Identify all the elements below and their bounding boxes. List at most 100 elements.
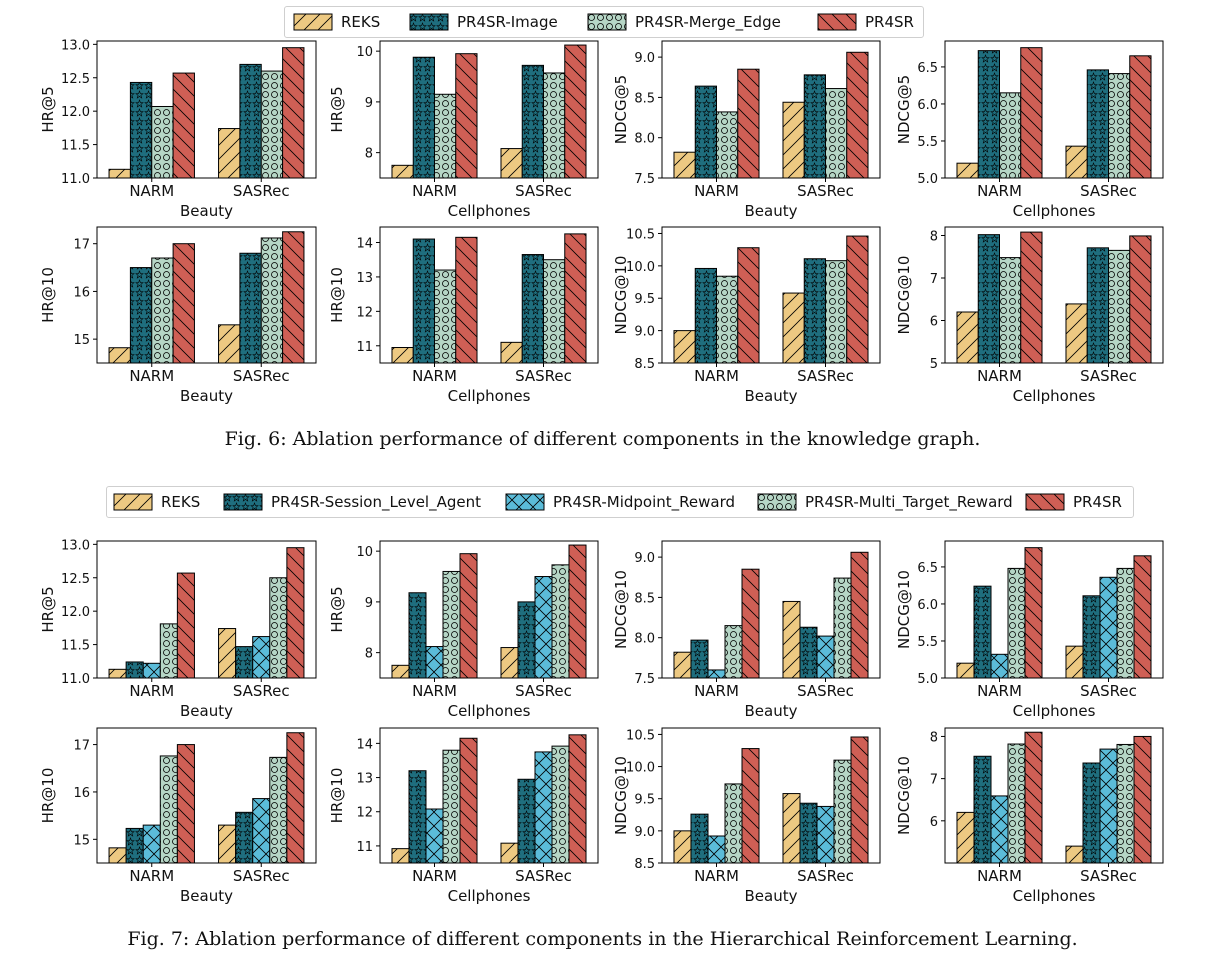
bar-pattern — [1133, 735, 1152, 864]
bar-pattern — [151, 105, 174, 179]
legend-label: REKS — [341, 13, 381, 31]
bar-pattern — [673, 830, 692, 864]
y-tick-label: 5 — [930, 357, 938, 372]
y-tick-label: 6.0 — [917, 98, 938, 113]
legend-label: PR4SR-Midpoint_Reward — [553, 493, 736, 511]
axes-frame — [379, 226, 599, 364]
chart-panel: NARM SASRec 7.5 8.0 8.5 9.0 Beauty NDCG@5 — [612, 40, 881, 220]
legend-item-reks: REKS — [293, 13, 380, 31]
bar-pattern — [391, 164, 414, 179]
chart-panel: NARM SASRec 5.0 5.5 6.0 6.5 Cellphones NDCG@10 — [895, 540, 1164, 720]
bar-pattern — [412, 238, 435, 364]
bar-pattern — [1099, 576, 1118, 679]
bar-pattern — [235, 646, 254, 679]
y-tick-label: 11.5 — [61, 639, 90, 654]
bar-pattern — [1020, 47, 1043, 179]
bar-pattern — [459, 553, 478, 679]
bar-pattern — [673, 651, 692, 679]
bar-pattern — [543, 72, 566, 179]
bar-pattern — [803, 74, 826, 179]
y-tick-label: 11.0 — [61, 672, 90, 687]
x-tick-label: SASRec — [797, 682, 854, 700]
chart-panel: NARM SASRec 8 9 10 Cellphones HR@5 — [328, 540, 599, 720]
y-tick-label: 5.5 — [917, 635, 938, 650]
legend-swatch-pattern — [293, 13, 333, 31]
y-tick-label: 12.0 — [61, 105, 90, 120]
bar-pattern — [737, 68, 760, 179]
legend-item-pr4sr: PR4SR — [1025, 493, 1122, 511]
x-axis-label: Beauty — [745, 887, 798, 905]
x-tick-label: NARM — [129, 367, 174, 385]
chart-panel: NARM SASRec 11.0 11.5 12.0 12.5 13.0 Beauty HR@5 — [39, 538, 317, 720]
legend-swatch-pr4sr — [817, 13, 857, 31]
bar-pattern — [408, 770, 427, 864]
x-tick-label: SASRec — [233, 367, 290, 385]
bar-pattern — [799, 626, 818, 679]
bar-pattern — [286, 732, 305, 864]
y-tick-label: 11 — [356, 840, 373, 855]
bar-pattern — [269, 756, 288, 864]
axes-frame — [944, 226, 1164, 364]
bar-pattern — [408, 592, 427, 679]
y-axis-label: HR@10 — [39, 267, 57, 323]
bar-pattern — [1024, 547, 1043, 679]
bar-pattern — [1108, 249, 1131, 364]
legend-swatch-pattern — [1025, 493, 1065, 511]
axes-frame — [661, 226, 881, 364]
y-tick-label: 11 — [356, 340, 373, 355]
y-tick-label: 12 — [356, 305, 373, 320]
legend-item-session-level-agent: PR4SR-Session_Level_Agent — [223, 493, 481, 511]
y-tick-label: 7 — [930, 773, 938, 788]
x-tick-label: NARM — [412, 682, 457, 700]
y-tick-label: 8 — [365, 647, 373, 662]
bar-pattern — [239, 252, 262, 364]
bar-pattern — [543, 259, 566, 364]
y-tick-label: 8 — [930, 230, 938, 245]
y-axis-label: NDCG@10 — [612, 756, 630, 835]
bar-pattern — [999, 257, 1022, 364]
bar-pattern — [425, 808, 444, 864]
legend-item-pr4sr-merge-edge: PR4SR-Merge_Edge — [587, 13, 781, 31]
x-axis-label: Cellphones — [448, 887, 531, 905]
bar-pattern — [455, 236, 478, 364]
y-axis-label: NDCG@10 — [895, 570, 913, 649]
legend-swatch-pattern — [409, 13, 449, 31]
legend-swatch-pattern — [757, 493, 797, 511]
bar-pattern — [956, 162, 979, 179]
y-tick-label: 10.0 — [626, 761, 655, 776]
legend-label: PR4SR — [865, 13, 914, 31]
legend-item-midpoint-reward: PR4SR-Midpoint_Reward — [505, 493, 735, 511]
bar-pattern — [129, 81, 153, 179]
y-axis-label: NDCG@10 — [612, 570, 630, 649]
bar-pattern — [218, 628, 237, 679]
y-axis-label: NDCG@10 — [895, 256, 913, 335]
bar-pattern — [500, 341, 523, 364]
x-axis-label: Beauty — [745, 202, 798, 220]
bar-pattern — [690, 639, 709, 679]
bar-pattern — [799, 802, 818, 864]
legend-label: PR4SR-Merge_Edge — [635, 13, 781, 31]
bar-pattern — [803, 258, 826, 364]
y-tick-label: 8.5 — [634, 857, 655, 872]
y-tick-label: 9.0 — [634, 551, 655, 566]
bar-pattern — [125, 661, 144, 679]
bar-pattern — [500, 148, 523, 179]
y-tick-label: 15 — [73, 833, 90, 848]
bar-pattern — [159, 755, 178, 864]
bar-pattern — [218, 128, 241, 179]
y-tick-label: 9.5 — [634, 793, 655, 808]
y-axis-label: HR@5 — [39, 86, 57, 132]
bar-pattern — [551, 745, 570, 864]
bar-pattern — [1116, 567, 1135, 679]
y-tick-label: 6.5 — [917, 561, 938, 576]
bar-pattern — [737, 247, 760, 364]
bar-pattern — [517, 601, 536, 679]
bar-pattern — [391, 347, 414, 364]
y-axis-label: HR@10 — [328, 768, 346, 824]
x-tick-label: NARM — [129, 867, 174, 885]
x-tick-label: SASRec — [1080, 367, 1137, 385]
bar-pattern — [1129, 235, 1152, 364]
y-tick-label: 6 — [930, 315, 938, 330]
y-tick-label: 12 — [356, 806, 373, 821]
x-tick-label: NARM — [977, 367, 1022, 385]
